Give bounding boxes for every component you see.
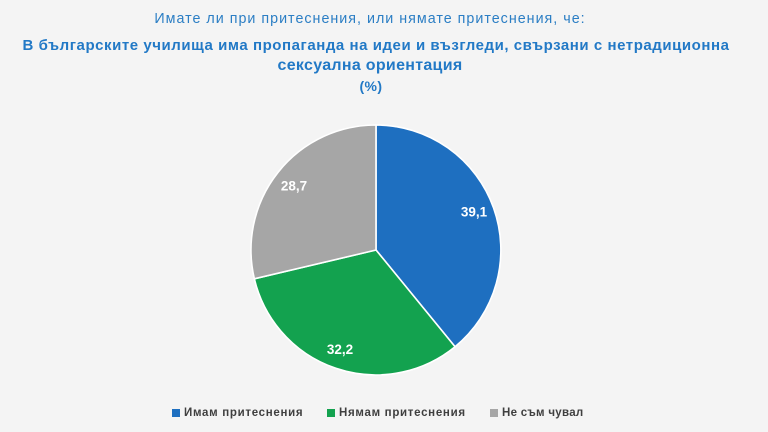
svg-text:39,1: 39,1 bbox=[461, 205, 488, 220]
svg-text:28,7: 28,7 bbox=[281, 179, 307, 194]
svg-text:32,2: 32,2 bbox=[327, 342, 353, 357]
